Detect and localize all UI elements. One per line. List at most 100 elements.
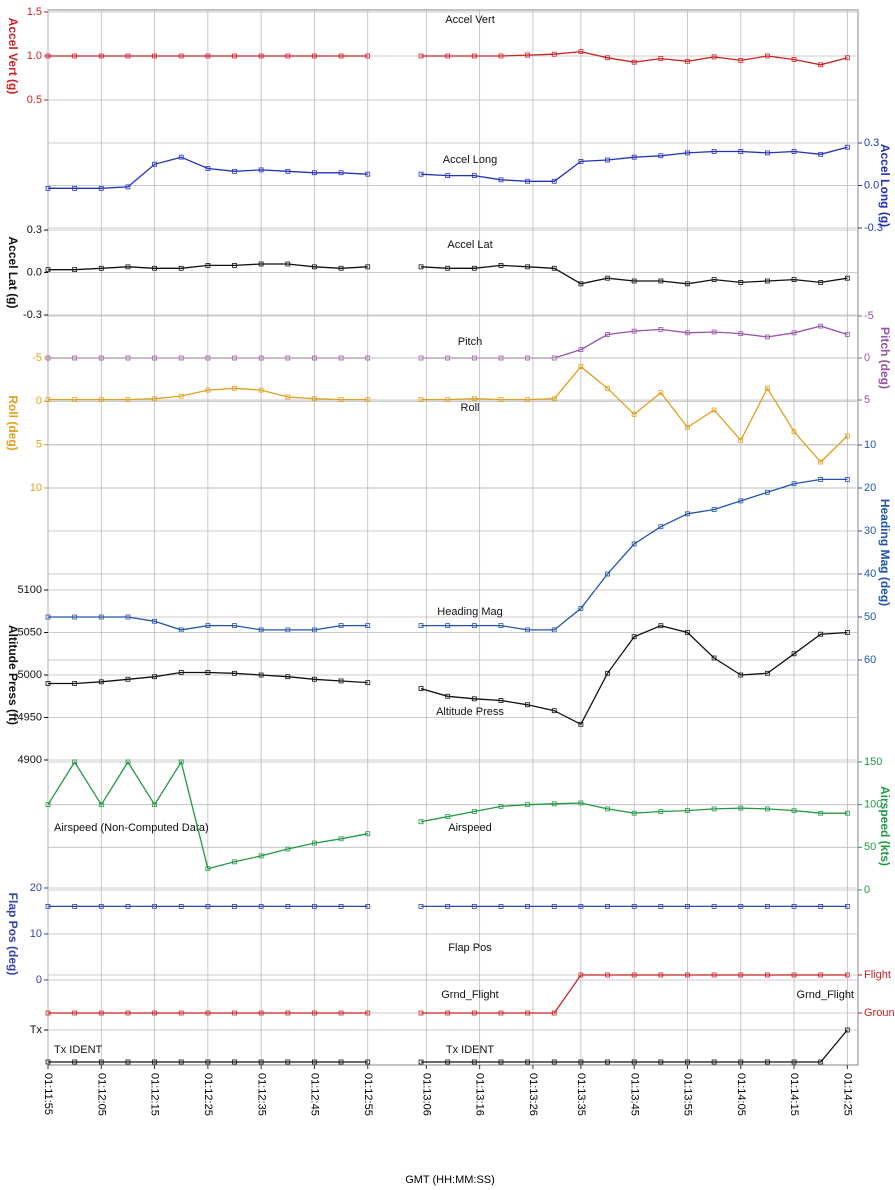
point-marker	[312, 264, 317, 270]
point-marker	[578, 159, 584, 164]
point-marker	[818, 280, 824, 285]
series-line	[48, 974, 848, 1014]
point-marker	[471, 173, 477, 178]
point-marker	[258, 53, 264, 59]
point-marker	[631, 972, 637, 978]
y-axis-label: Accel Long (g)	[878, 144, 892, 227]
y-tick-label: 50	[864, 841, 876, 853]
point-marker	[232, 53, 237, 59]
y-tick-label: 5	[864, 394, 870, 406]
point-marker	[765, 278, 770, 284]
point-marker	[818, 459, 824, 465]
point-marker	[658, 524, 664, 530]
point-marker	[738, 972, 744, 978]
point-marker	[312, 170, 317, 176]
point-marker	[578, 281, 584, 287]
point-marker	[152, 802, 157, 808]
point-marker	[844, 476, 850, 482]
point-marker	[551, 178, 557, 184]
point-marker	[818, 631, 824, 637]
point-marker	[205, 904, 211, 909]
point-marker	[605, 571, 610, 577]
panel-title: Tx IDENT	[446, 1044, 495, 1056]
y-tick-label: 0	[864, 352, 870, 364]
point-marker	[658, 327, 664, 332]
point-marker	[658, 56, 664, 62]
y-tick-label: 4900	[18, 754, 42, 766]
point-marker	[765, 904, 770, 909]
point-marker	[685, 904, 690, 909]
point-marker	[525, 904, 531, 909]
point-marker	[605, 670, 610, 676]
point-marker	[45, 185, 51, 191]
point-marker	[152, 161, 157, 167]
y-tick-label: 0	[36, 974, 42, 986]
point-marker	[738, 331, 744, 337]
point-marker	[844, 144, 850, 150]
point-marker	[844, 433, 850, 439]
series-line	[48, 1029, 848, 1063]
panel-note: Airspeed (Non-Computed Data)	[54, 822, 209, 834]
point-marker	[338, 170, 344, 176]
point-marker	[125, 614, 131, 620]
panel-title: Accel Lat	[447, 239, 492, 251]
point-marker	[365, 264, 371, 270]
point-marker	[498, 263, 504, 268]
y-axis-label: Airspeed (kts)	[878, 786, 892, 866]
point-marker	[685, 150, 690, 156]
point-marker	[178, 154, 184, 160]
y-tick-label: 30	[864, 525, 876, 537]
x-tick-label: 01:14:15	[788, 1073, 800, 1116]
point-marker	[365, 680, 371, 686]
point-marker	[498, 803, 504, 809]
point-marker	[578, 364, 584, 370]
point-marker	[178, 265, 184, 271]
point-marker	[365, 1010, 371, 1016]
point-marker	[685, 281, 690, 287]
x-tick-label: 01:11:55	[42, 1073, 54, 1115]
y-tick-label: -0.3	[23, 309, 42, 321]
point-marker	[525, 627, 531, 633]
y-tick-label: 0.0	[864, 179, 879, 191]
point-marker	[658, 390, 664, 396]
point-marker	[471, 623, 477, 628]
point-marker	[738, 280, 744, 285]
point-marker	[445, 1059, 451, 1065]
point-marker	[125, 1010, 131, 1016]
point-marker	[765, 806, 770, 812]
point-marker	[551, 1059, 557, 1065]
point-marker	[312, 1059, 317, 1065]
point-marker	[605, 904, 610, 909]
point-marker	[365, 1059, 371, 1065]
point-marker	[418, 904, 424, 909]
point-marker	[791, 277, 797, 282]
point-marker	[205, 263, 211, 268]
y-tick-label: 0.0	[27, 266, 42, 278]
point-marker	[312, 1010, 317, 1016]
point-marker	[578, 972, 584, 978]
point-marker	[685, 424, 690, 430]
point-marker	[711, 149, 717, 154]
y-tick-label: 5100	[18, 584, 42, 596]
panel-title: Accel Vert	[445, 14, 495, 26]
point-marker	[765, 670, 770, 676]
point-marker	[72, 681, 78, 686]
point-marker	[205, 866, 211, 872]
point-marker	[125, 53, 131, 59]
point-marker	[658, 623, 664, 629]
point-marker	[445, 173, 451, 178]
point-marker	[232, 1059, 237, 1065]
point-marker	[445, 904, 451, 909]
point-marker	[232, 859, 237, 865]
point-marker	[98, 679, 104, 685]
point-marker	[365, 623, 371, 628]
point-marker	[738, 904, 744, 909]
point-marker	[471, 696, 477, 702]
series-line	[48, 625, 848, 726]
point-marker	[578, 800, 584, 806]
point-marker	[445, 53, 451, 59]
point-marker	[844, 275, 850, 281]
point-marker	[578, 347, 584, 353]
point-marker	[711, 277, 717, 282]
